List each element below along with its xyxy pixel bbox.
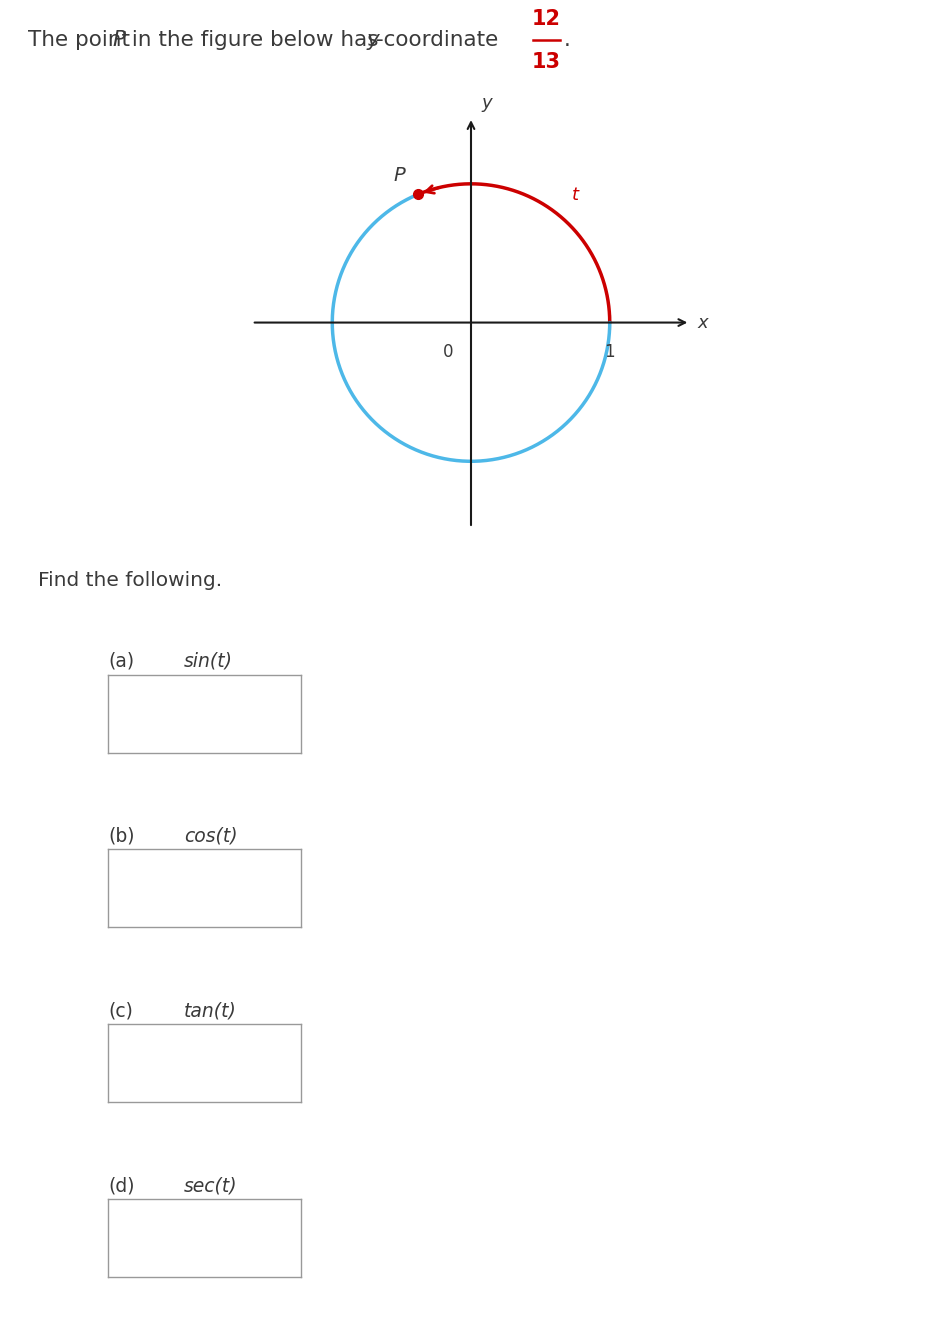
Text: 13: 13 — [532, 52, 561, 71]
Text: $y$: $y$ — [480, 97, 494, 114]
Text: $x$: $x$ — [697, 313, 710, 332]
Text: (d): (d) — [108, 1176, 135, 1195]
Text: P: P — [113, 31, 125, 50]
Text: The point: The point — [28, 31, 138, 50]
Text: (c): (c) — [108, 1001, 133, 1020]
Text: $P$: $P$ — [393, 165, 407, 184]
Text: 0: 0 — [443, 343, 453, 362]
Text: Find the following.: Find the following. — [38, 571, 221, 590]
Text: (a): (a) — [108, 652, 135, 671]
Text: $t$: $t$ — [571, 185, 580, 204]
Text: sec(t): sec(t) — [184, 1176, 237, 1195]
Text: (b): (b) — [108, 827, 135, 845]
Text: sin(t): sin(t) — [184, 652, 233, 671]
Text: .: . — [564, 31, 571, 50]
Text: tan(t): tan(t) — [184, 1001, 236, 1020]
Text: y: y — [366, 31, 379, 50]
Text: cos(t): cos(t) — [184, 827, 237, 845]
Text: 12: 12 — [532, 9, 561, 28]
Text: 1: 1 — [605, 343, 615, 362]
Text: -coordinate: -coordinate — [376, 31, 498, 50]
Text: in the figure below has: in the figure below has — [125, 31, 385, 50]
